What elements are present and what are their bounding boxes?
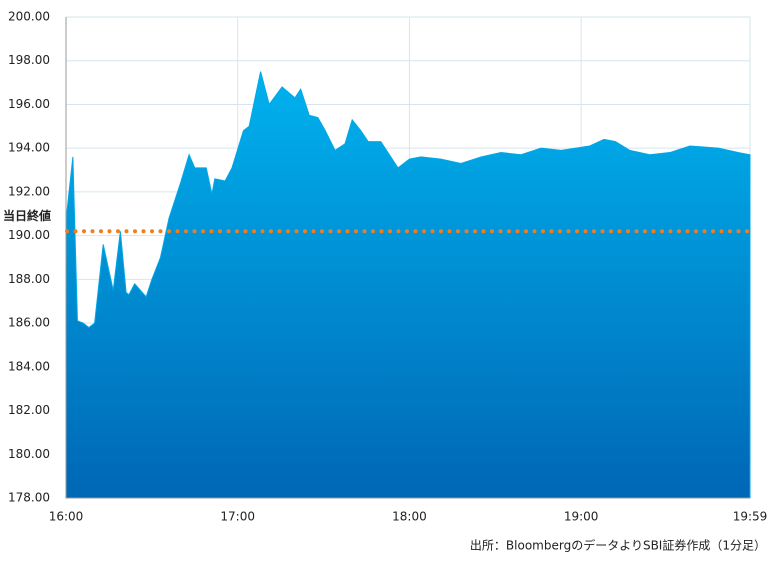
y-tick-label: 182.00 — [8, 403, 50, 417]
x-tick-label: 19:00 — [564, 510, 599, 524]
y-tick-label: 196.00 — [8, 97, 50, 111]
source-note: 出所：BloombergのデータよりSBI証券作成（1分足） — [470, 538, 766, 553]
x-tick-label: 18:00 — [392, 510, 427, 524]
y-tick-label: 192.00 — [8, 184, 50, 198]
y-tick-label: 186.00 — [8, 316, 50, 330]
area — [65, 71, 751, 499]
y-tick-label: 178.00 — [8, 491, 50, 505]
y-tick-label: 184.00 — [8, 359, 50, 373]
y-tick-label: 198.00 — [8, 53, 50, 67]
reference-label: 当日終値 — [3, 208, 51, 223]
y-tick-label: 188.00 — [8, 272, 50, 286]
x-tick-label: 19:59 — [733, 510, 768, 524]
y-tick-label: 190.00 — [8, 228, 50, 242]
y-tick-label: 200.00 — [8, 10, 50, 24]
x-tick-label: 17:00 — [220, 510, 255, 524]
y-tick-label: 180.00 — [8, 447, 50, 461]
y-tick-label: 194.00 — [8, 141, 50, 155]
x-tick-label: 16:00 — [49, 510, 84, 524]
